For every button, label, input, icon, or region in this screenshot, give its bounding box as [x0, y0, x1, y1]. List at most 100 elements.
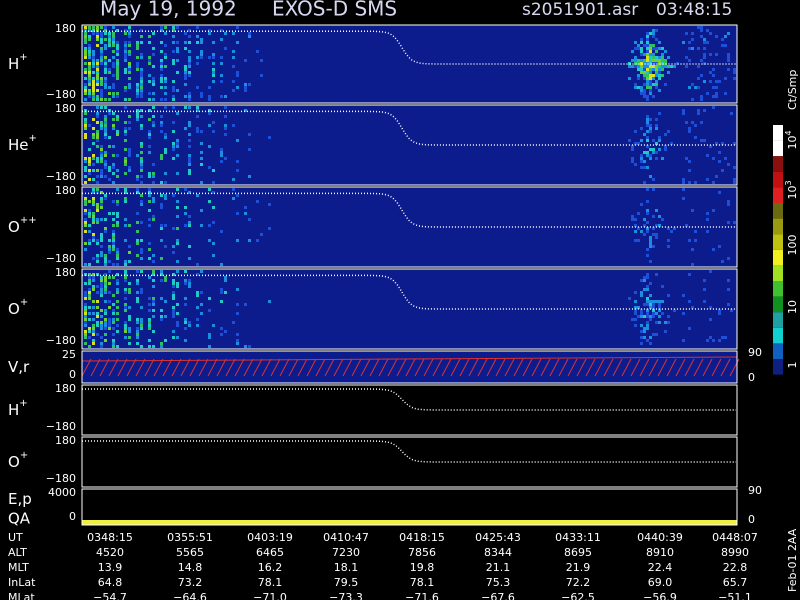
spectrogram-cell — [92, 29, 95, 32]
spectrogram-cell — [116, 224, 119, 227]
spectrogram-cell — [658, 89, 661, 92]
spectrogram-cell — [652, 300, 655, 303]
spectrogram-cell — [116, 248, 119, 251]
spectrogram-cell — [649, 71, 652, 74]
spectrogram-cell — [172, 41, 175, 44]
spectrogram-cell — [685, 56, 688, 59]
spectrogram-cell — [112, 44, 115, 47]
spectrogram-cell — [84, 41, 87, 44]
spectrogram-cell — [637, 44, 640, 47]
spectrogram-cell — [92, 157, 95, 160]
spectrogram-cell — [188, 215, 191, 218]
spectrogram-cell — [124, 224, 127, 227]
spectrogram-cell — [658, 68, 661, 71]
spectrogram-cell — [84, 309, 87, 312]
spectrogram-cell — [112, 212, 115, 215]
spectrogram-cell — [649, 315, 652, 318]
y-tick-label: 180 — [55, 184, 76, 197]
spectrogram-cell — [136, 83, 139, 86]
spectrogram-cell — [88, 62, 91, 65]
cell: 64.8 — [98, 576, 123, 589]
spectrogram-cell — [100, 145, 103, 148]
cell: −71.6 — [405, 591, 439, 600]
spectrogram-cell — [212, 324, 215, 327]
spectrogram-cell — [220, 95, 223, 98]
spectrogram-cell — [116, 44, 119, 47]
spectrogram-cell — [224, 157, 227, 160]
spectrogram-cell — [148, 35, 151, 38]
spectrogram-cell — [104, 86, 107, 89]
spectrogram-cell — [124, 327, 127, 330]
header-instrument: EXOS-D SMS — [272, 0, 397, 21]
spectrogram-cell — [212, 191, 215, 194]
spectrogram-cell — [236, 26, 239, 29]
spectrogram-cell — [649, 32, 652, 35]
spectrogram-cell — [124, 306, 127, 309]
spectrogram-cell — [96, 44, 99, 47]
spectrogram-cell — [188, 71, 191, 74]
spectrogram-cell — [220, 230, 223, 233]
spectrogram-cell — [658, 306, 661, 309]
spectrogram-cell — [184, 74, 187, 77]
panel-label-base: V,r — [8, 358, 30, 376]
spectrogram-cell — [640, 47, 643, 50]
spectrogram-cell — [160, 181, 163, 184]
spectrogram-cell — [108, 112, 111, 115]
spectrogram-cell — [96, 254, 99, 257]
panel-bg — [82, 269, 737, 349]
spectrogram-cell — [646, 145, 649, 148]
spectrogram-cell — [631, 218, 634, 221]
spectrogram-cell — [124, 191, 127, 194]
spectrogram-cell — [112, 86, 115, 89]
spectrogram-cell — [712, 339, 715, 342]
spectrogram-cell — [84, 71, 87, 74]
spectrogram-cell — [634, 324, 637, 327]
spectrogram-cell — [652, 188, 655, 191]
spectrogram-cell — [88, 124, 91, 127]
spectrogram-cell — [124, 139, 127, 142]
spectrogram-cell — [715, 92, 718, 95]
panel-bg — [82, 25, 737, 103]
spectrogram-cell — [124, 32, 127, 35]
spectrogram-cell — [200, 163, 203, 166]
spectrogram-cell — [92, 300, 95, 303]
spectrogram-cell — [112, 236, 115, 239]
spectrogram-cell — [712, 248, 715, 251]
spectrogram-cell — [92, 32, 95, 35]
spectrogram-cell — [224, 47, 227, 50]
spectrogram-cell — [646, 32, 649, 35]
cell: −54.7 — [93, 591, 127, 600]
spectrogram-cell — [84, 197, 87, 200]
spectrogram-cell — [112, 41, 115, 44]
spectrogram-cell — [643, 181, 646, 184]
spectrogram-cell — [112, 245, 115, 248]
spectrogram-cell — [220, 160, 223, 163]
spectrogram-cell — [84, 169, 87, 172]
spectrogram-cell — [733, 178, 736, 181]
spectrogram-cell — [688, 169, 691, 172]
spectrogram-cell — [184, 41, 187, 44]
spectrogram-cell — [84, 318, 87, 321]
spectrogram-cell — [646, 303, 649, 306]
spectrogram-cell — [685, 65, 688, 68]
spectrogram-cell — [100, 50, 103, 53]
spectrogram-cell — [112, 172, 115, 175]
spectrogram-cell — [646, 273, 649, 276]
spectrogram-cell — [164, 197, 167, 200]
cell: 78.1 — [410, 576, 435, 589]
spectrogram-cell — [104, 197, 107, 200]
spectrogram-cell — [176, 270, 179, 273]
spectrogram-cell — [100, 345, 103, 348]
spectrogram-cell — [688, 59, 691, 62]
spectrogram-cell — [164, 106, 167, 109]
spectrogram-cell — [116, 50, 119, 53]
spectrogram-cell — [140, 145, 143, 148]
spectrogram-cell — [697, 112, 700, 115]
spectrogram-cell — [661, 56, 664, 59]
spectrogram-cell — [128, 115, 131, 118]
spectrogram-cell — [232, 89, 235, 92]
spectrogram-cell — [727, 32, 730, 35]
spectrogram-cell — [646, 188, 649, 191]
spectrogram-cell — [124, 200, 127, 203]
spectrogram-cell — [224, 95, 227, 98]
